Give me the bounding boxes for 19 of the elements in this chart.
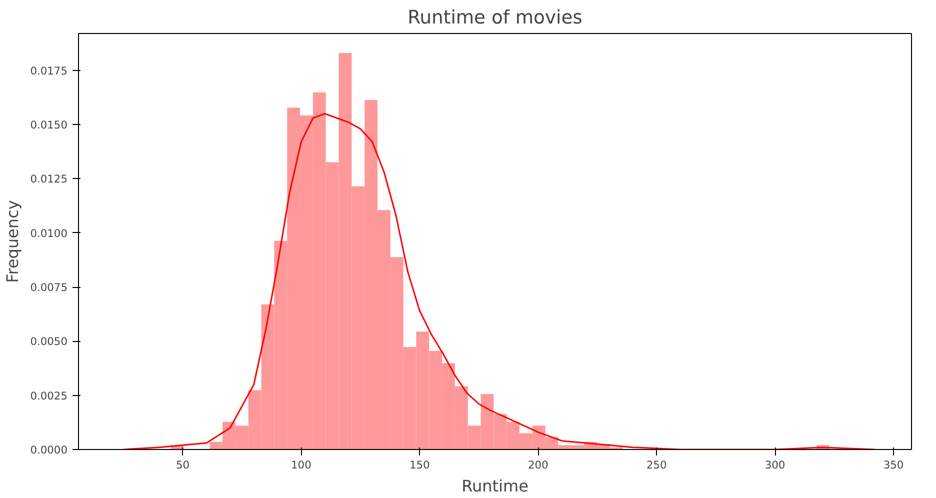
y-tick-label: 0.0100 [30, 226, 68, 240]
y-tick-label: 0.0025 [30, 389, 68, 402]
x-tick-label: 150 [409, 458, 430, 472]
x-tick-label: 50 [176, 458, 190, 472]
y-tick-label: 0.0125 [30, 172, 68, 186]
chart-title: Runtime of movies [408, 8, 582, 28]
line-series [122, 112, 876, 450]
y-tick-label: 0.0075 [30, 281, 68, 294]
x-tick-label: 300 [764, 458, 786, 472]
y-axis-title: Frequency [3, 200, 22, 283]
x-tick-label: 200 [528, 458, 549, 472]
x-tick-label: 350 [883, 458, 904, 472]
y-tick-label: 0.0000 [30, 444, 68, 456]
y-tick-label: 0.0050 [30, 335, 68, 348]
y-tick-label: 0.0150 [30, 118, 68, 132]
x-tick-label: 250 [646, 458, 667, 472]
x-tick-label: 100 [291, 458, 312, 472]
x-axis-title: Runtime [462, 476, 528, 496]
y-tick-label: 0.0175 [30, 64, 68, 78]
